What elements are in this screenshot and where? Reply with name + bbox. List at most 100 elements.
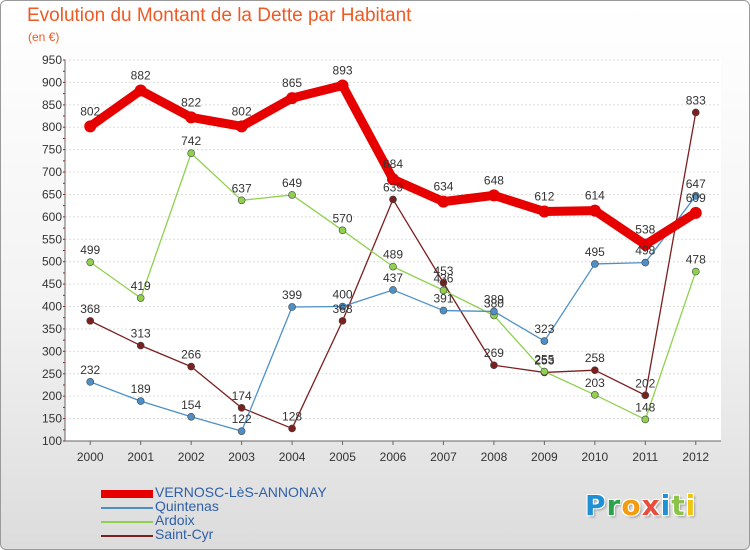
data-label: 189 xyxy=(131,382,151,396)
data-label: 203 xyxy=(585,376,605,390)
data-label: 400 xyxy=(333,288,353,302)
data-label: 453 xyxy=(433,264,453,278)
data-label: 637 xyxy=(232,181,252,195)
data-label: 495 xyxy=(585,245,605,259)
legend-label: Quintenas xyxy=(155,498,219,514)
data-point xyxy=(689,206,702,219)
data-label: 634 xyxy=(433,180,453,194)
y-tick-label: 200 xyxy=(42,389,62,403)
data-label: 380 xyxy=(484,296,504,310)
legend-swatch xyxy=(101,521,153,523)
data-label: 742 xyxy=(181,134,201,148)
data-point xyxy=(588,204,601,217)
data-label: 269 xyxy=(484,346,504,360)
x-tick-label: 2009 xyxy=(531,450,558,464)
y-tick-label: 400 xyxy=(42,300,62,314)
data-point xyxy=(338,302,347,311)
data-label: 489 xyxy=(383,248,403,262)
x-tick-label: 2006 xyxy=(380,450,407,464)
data-point xyxy=(540,367,549,376)
data-point xyxy=(187,362,195,371)
data-label: 399 xyxy=(282,288,302,302)
data-label: 882 xyxy=(131,68,151,82)
y-tick-label: 250 xyxy=(42,367,62,381)
legend-label: Ardoix xyxy=(155,512,195,528)
data-point xyxy=(187,149,195,158)
y-tick-label: 100 xyxy=(42,434,62,448)
y-tick-label: 500 xyxy=(42,255,62,269)
data-point xyxy=(338,226,347,235)
data-label: 323 xyxy=(534,322,554,336)
x-tick-label: 2010 xyxy=(581,450,608,464)
data-label: 609 xyxy=(686,191,706,205)
grid-lines xyxy=(65,59,721,442)
y-tick-label: 800 xyxy=(42,120,62,134)
data-label: 865 xyxy=(282,76,302,90)
data-label: 570 xyxy=(333,211,353,225)
x-tick-label: 2012 xyxy=(682,450,709,464)
data-label: 391 xyxy=(433,292,453,306)
data-label: 202 xyxy=(635,376,655,390)
axes: 100 150 200 250 300 350 400 450 500 550 600 650 700 7… xyxy=(42,53,721,464)
data-point xyxy=(235,120,248,133)
data-point xyxy=(439,306,448,315)
data-point xyxy=(84,120,97,133)
plot-area xyxy=(65,60,721,441)
data-point xyxy=(641,391,650,400)
data-point xyxy=(86,317,95,325)
data-label: 437 xyxy=(383,271,403,285)
legend-swatch xyxy=(101,507,153,509)
data-point xyxy=(439,286,448,295)
data-label: 614 xyxy=(585,189,605,203)
y-tick-label: 300 xyxy=(42,344,62,358)
y-tick-label: 850 xyxy=(42,98,62,112)
data-label: 499 xyxy=(80,243,100,257)
data-label: 122 xyxy=(232,412,252,426)
legend-label: Saint-Cyr xyxy=(155,526,214,542)
chart-subtitle: (en €) xyxy=(28,30,60,44)
data-label: 313 xyxy=(131,327,151,341)
logo-letter: r xyxy=(606,489,622,522)
data-label: 802 xyxy=(80,104,100,118)
data-point xyxy=(136,341,145,350)
data-point xyxy=(691,108,700,117)
data-point xyxy=(288,303,296,311)
data-labels: 368 313 266 174 128 368 639 453 269 253 258 202 833 4… xyxy=(80,64,706,427)
data-point xyxy=(691,192,700,200)
chart-title: Evolution du Montant de la Dette par Hab… xyxy=(27,5,412,26)
data-label: 436 xyxy=(433,271,453,285)
y-tick-label: 750 xyxy=(42,143,62,157)
data-point xyxy=(187,412,195,421)
data-label: 368 xyxy=(80,302,100,316)
x-tick-label: 2005 xyxy=(329,450,356,464)
y-tick-label: 900 xyxy=(42,75,62,89)
data-label: 154 xyxy=(181,398,201,412)
data-point xyxy=(387,173,399,186)
y-tick-label: 600 xyxy=(42,210,62,224)
data-label: 639 xyxy=(383,180,403,194)
y-tick-label: 350 xyxy=(42,322,62,336)
data-point xyxy=(490,361,498,370)
data-point xyxy=(86,258,95,266)
data-point xyxy=(136,397,145,405)
data-point xyxy=(286,92,299,105)
data-point xyxy=(237,196,246,205)
data-point xyxy=(437,195,450,208)
proxiti-logo: Proxiti xyxy=(585,489,696,522)
data-point xyxy=(591,260,599,268)
x-tick-label: 2003 xyxy=(228,450,255,464)
data-point xyxy=(641,258,650,267)
data-point xyxy=(538,205,551,218)
legend-swatch xyxy=(101,490,153,498)
data-point xyxy=(691,267,700,276)
data-point xyxy=(487,189,500,202)
data-point xyxy=(540,337,549,345)
data-point xyxy=(641,415,650,424)
data-label: 253 xyxy=(534,353,554,367)
data-label: 684 xyxy=(383,157,403,171)
y-tick-label: 550 xyxy=(42,232,62,246)
data-label: 389 xyxy=(484,292,504,306)
y-tick-label: 150 xyxy=(42,412,62,426)
x-tick-label: 2001 xyxy=(127,450,154,464)
data-label: 478 xyxy=(686,253,706,267)
